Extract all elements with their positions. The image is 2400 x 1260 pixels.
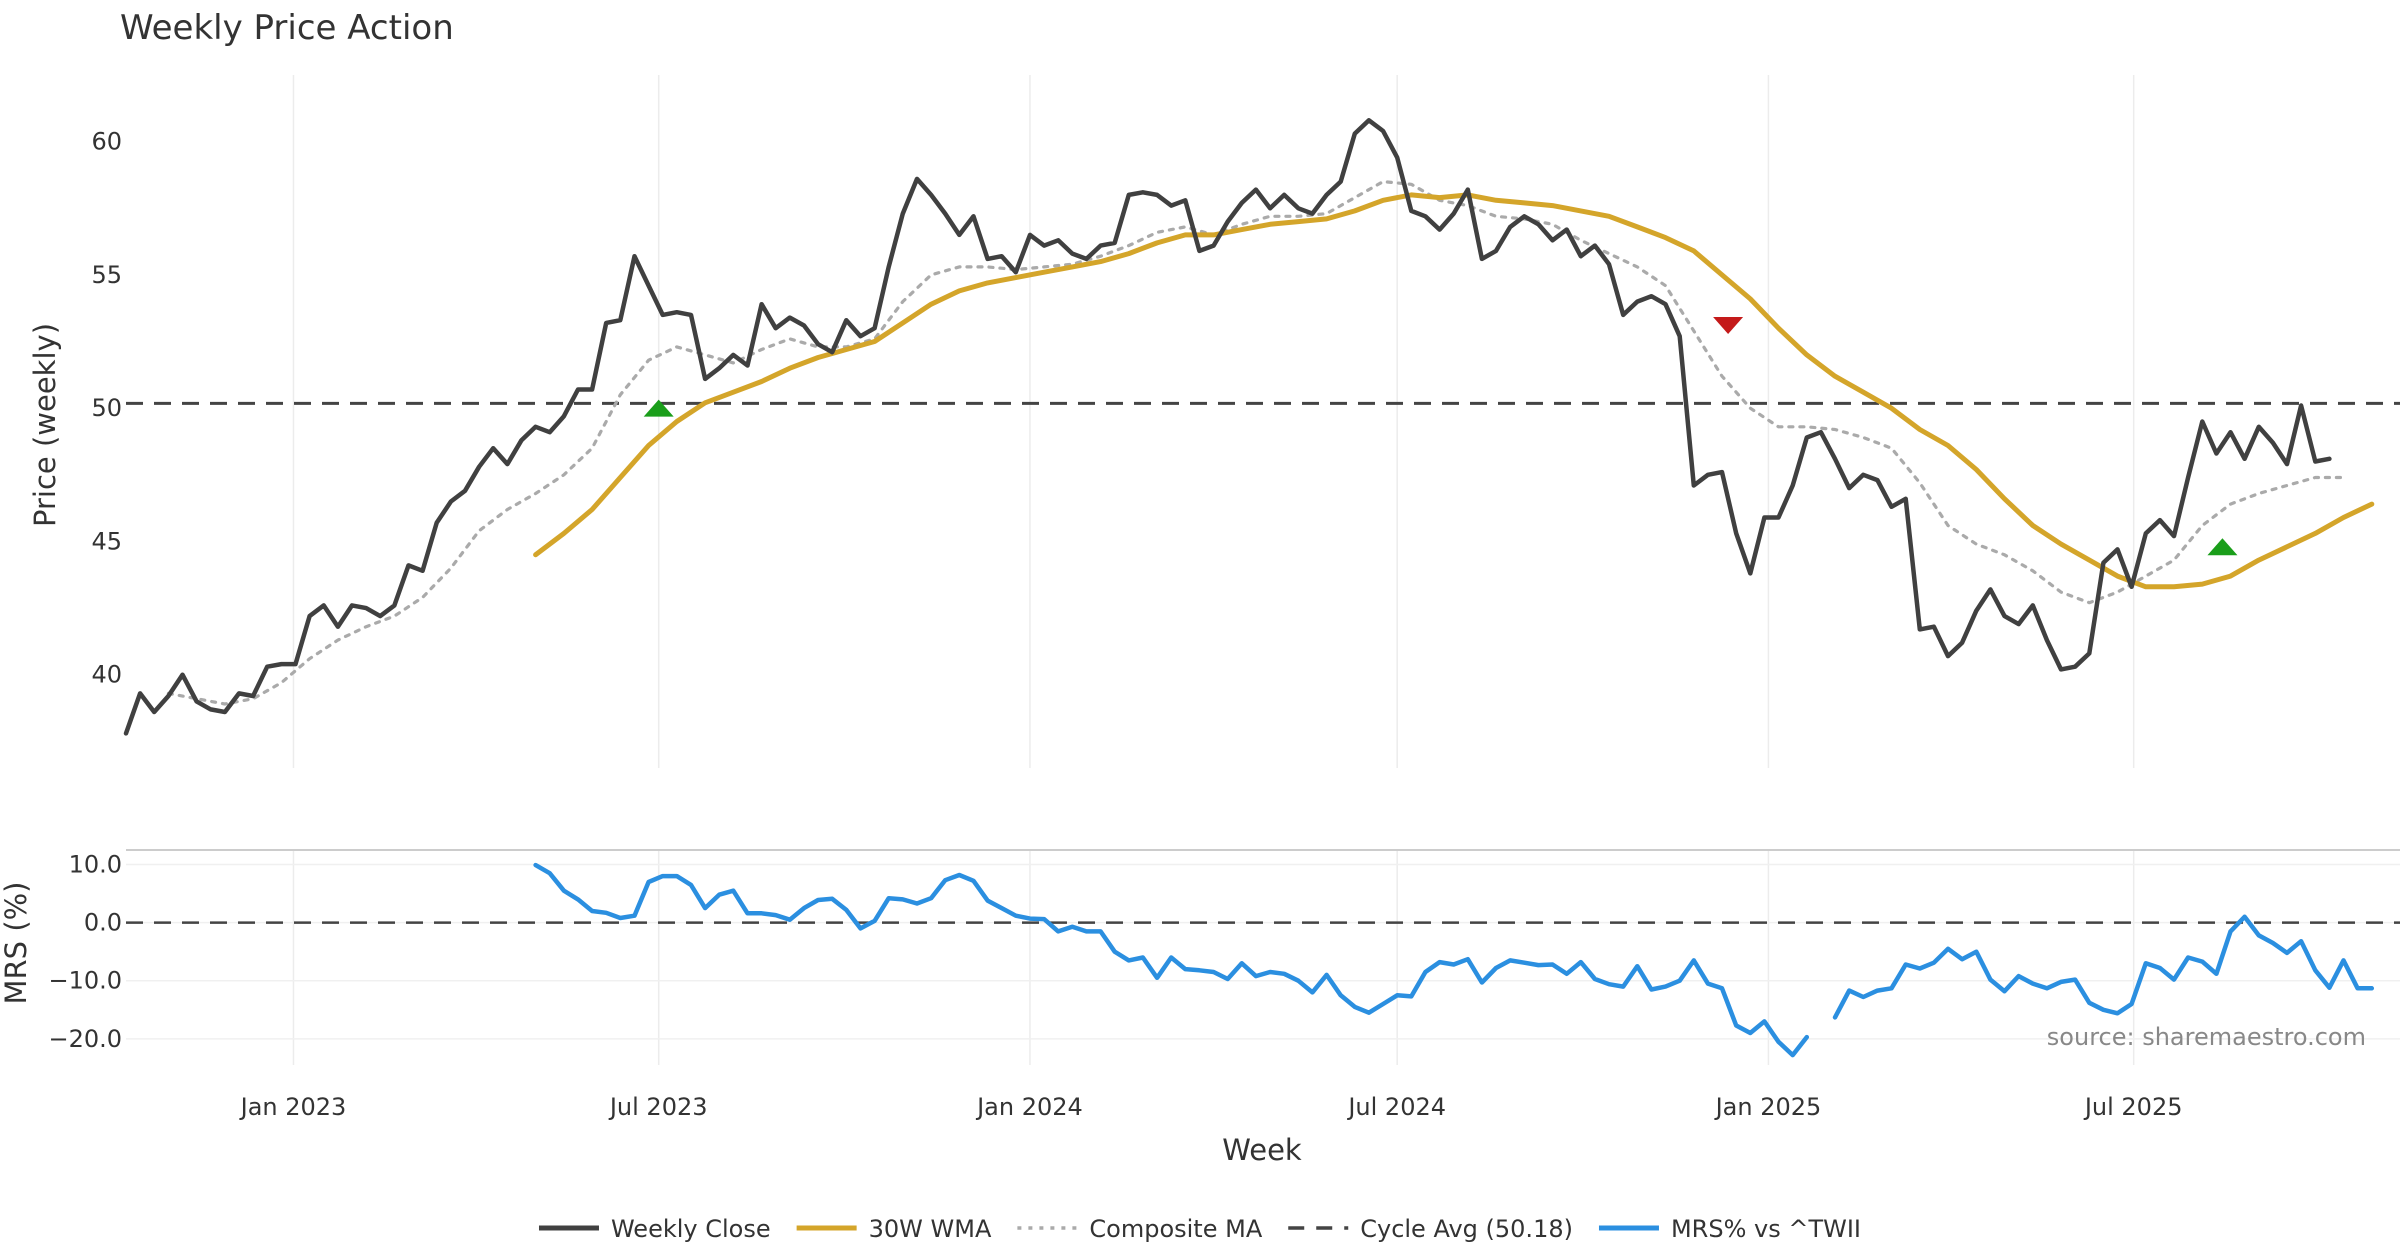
y-tick-label-price: 50 <box>91 394 122 422</box>
x-tick-label: Jul 2025 <box>2083 1093 2183 1121</box>
y-tick-label-price: 55 <box>91 261 122 289</box>
axes: Jan 2023 Jul 2023 Jan 2024 Jul 2024 Jan 2025… <box>48 128 2182 1121</box>
series-line-composite-ma <box>166 180 2346 706</box>
buy-signal-marker <box>643 399 674 417</box>
legend-label: MRS% vs ^TWII <box>1671 1215 1861 1243</box>
x-tick-label: Jan 2024 <box>975 1093 1083 1121</box>
y-axis-title-mrs: MRS (%) <box>0 882 33 1005</box>
y-tick-label-price: 40 <box>91 661 122 689</box>
source-note: source: sharemaestro.com <box>2047 1023 2366 1051</box>
legend-label: Composite MA <box>1089 1215 1262 1243</box>
y-tick-label-price: 45 <box>91 527 122 555</box>
y-tick-label-mrs: 0.0 <box>84 909 122 937</box>
series-line-mrs <box>533 862 1810 1058</box>
x-tick-label: Jul 2023 <box>608 1093 708 1121</box>
buy-signal-marker <box>2207 538 2238 556</box>
mrs-panel <box>126 862 2400 1058</box>
y-tick-label-mrs: −10.0 <box>48 967 122 995</box>
legend-label: 30W WMA <box>869 1215 992 1243</box>
price-panel <box>123 118 2400 736</box>
y-axis-title-price: Price (weekly) <box>28 323 62 527</box>
x-tick-label: Jan 2023 <box>239 1093 347 1121</box>
series-line-mrs <box>1832 914 2375 1020</box>
y-tick-label-price: 60 <box>91 128 122 156</box>
series-line-weekly-close <box>123 118 2332 736</box>
y-tick-label-mrs: 10.0 <box>69 851 122 879</box>
chart-title: Weekly Price Action <box>120 8 454 48</box>
x-axis-title: Week <box>1222 1133 1302 1167</box>
legend-label: Weekly Close <box>611 1215 771 1243</box>
legend-label: Cycle Avg (50.18) <box>1360 1215 1573 1243</box>
legend: Weekly Close 30W WMA Composite MA Cycle Avg… <box>538 1215 1861 1243</box>
x-tick-label: Jan 2025 <box>1714 1093 1822 1121</box>
sell-signal-marker <box>1713 317 1744 335</box>
gridlines <box>126 75 2400 1065</box>
y-tick-label-mrs: −20.0 <box>48 1025 122 1053</box>
series-line-30w-wma <box>533 192 2375 590</box>
x-tick-label: Jul 2024 <box>1346 1093 1446 1121</box>
